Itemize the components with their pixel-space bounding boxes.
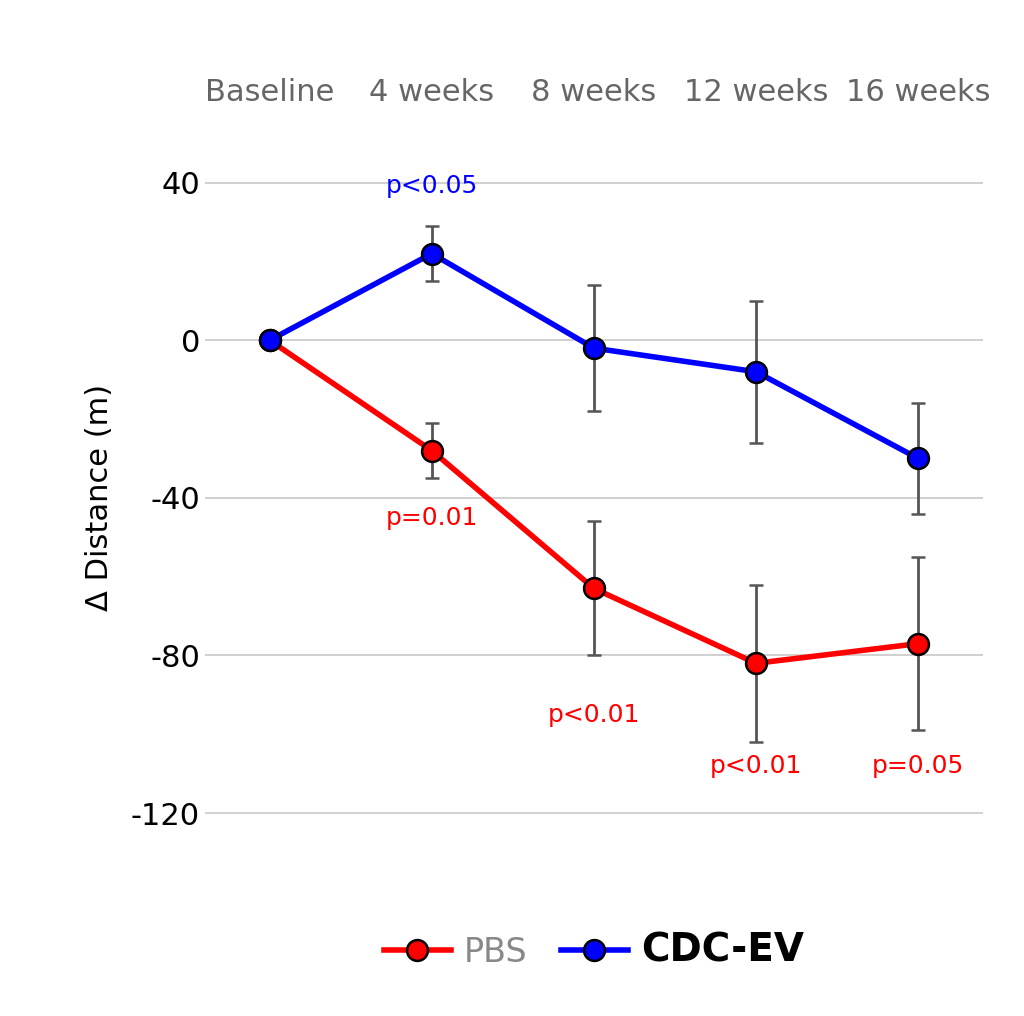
Text: p=0.01: p=0.01 [386, 506, 478, 529]
Text: p<0.05: p<0.05 [386, 175, 478, 198]
Text: p=0.05: p=0.05 [872, 754, 965, 778]
Text: p<0.01: p<0.01 [710, 754, 802, 778]
Legend: PBS, CDC-EV: PBS, CDC-EV [371, 918, 817, 983]
Y-axis label: Δ Distance (m): Δ Distance (m) [85, 384, 114, 612]
Text: p<0.01: p<0.01 [548, 703, 640, 726]
